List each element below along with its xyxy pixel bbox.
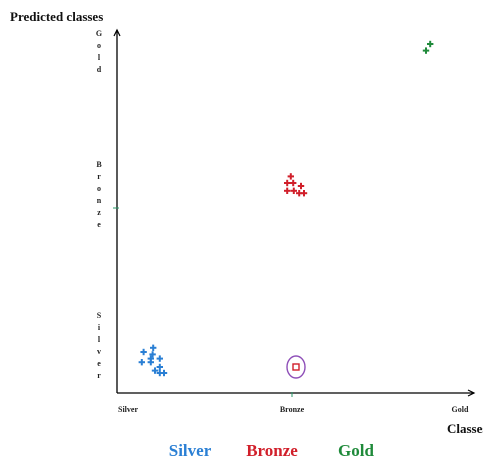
point-silver-4 [138, 359, 145, 366]
legend-bronze: Bronze [246, 441, 298, 460]
point-silver-6 [156, 355, 163, 362]
point-bronze-4 [284, 187, 291, 194]
point-bronze-2 [290, 179, 297, 187]
legend-gold: Gold [338, 441, 374, 460]
y-axis-title: Predicted classes [10, 9, 103, 24]
point-bronze-0 [287, 173, 294, 180]
point-silver-5 [147, 359, 154, 366]
axes [113, 28, 476, 397]
point-bronze-7 [300, 190, 308, 197]
point-bronze-3 [297, 182, 305, 190]
x-tick-label-silver: Silver [118, 405, 138, 414]
point-silver-8 [151, 367, 159, 374]
point-silver-2 [149, 351, 156, 358]
legend-silver: Silver [169, 441, 212, 460]
x-tick-labels: Silver Bronze Gold [118, 405, 469, 414]
hollow-square [292, 363, 300, 371]
annotations [286, 355, 306, 379]
legend: Silver Bronze Gold [169, 441, 375, 460]
x-tick-label-gold: Gold [452, 405, 469, 414]
point-bronze-5 [290, 187, 297, 194]
x-tick-label-bronze: Bronze [280, 405, 305, 414]
point-silver-1 [140, 348, 147, 356]
point-silver-7 [156, 363, 163, 371]
point-silver-0 [150, 344, 157, 351]
x-axis-arrow [467, 389, 476, 397]
highlight-circle [286, 355, 306, 379]
point-bronze-1 [284, 179, 291, 187]
point-gold-1 [422, 47, 430, 54]
data-points [138, 40, 434, 377]
point-gold-0 [427, 40, 434, 48]
misclassified-marker [286, 355, 306, 379]
point-silver-10 [160, 369, 168, 377]
x-axis-title: Classes [447, 421, 483, 436]
y-axis-arrow [113, 28, 121, 37]
